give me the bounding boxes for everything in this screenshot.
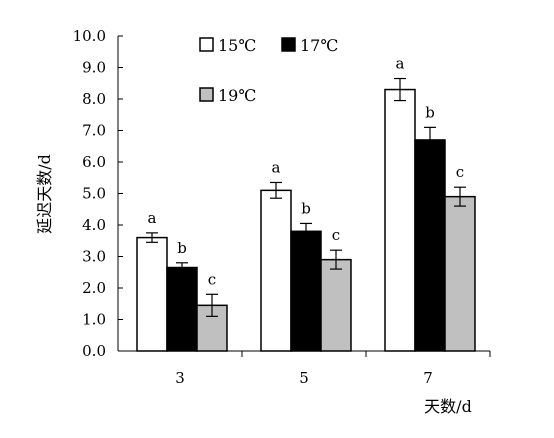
significance-label: b (177, 239, 187, 257)
y-tick-label: 5.0 (82, 185, 106, 203)
bar-19℃ (444, 195, 476, 352)
legend-label: 15℃ (218, 36, 256, 55)
significance-labels-layer: a a a b b b c c c (148, 55, 465, 289)
bar-15℃ (260, 189, 292, 352)
x-axis-title: 天数/d (424, 397, 472, 416)
legend-swatch (281, 37, 296, 52)
y-tick-label: 1.0 (82, 311, 106, 329)
legend-swatch (199, 37, 214, 52)
y-tick-label: 8.0 (82, 90, 106, 108)
bar-17℃ (414, 139, 446, 352)
legend-label: 17℃ (300, 36, 338, 55)
y-ticks-layer: 0.0 1.0 2.0 3.0 4.0 5.0 6.0 7.0 8.0 9.0 10.0 (73, 27, 123, 360)
legend-swatch (199, 87, 214, 102)
y-axis-title: 延迟天数/d (35, 154, 54, 234)
bar-17℃ (166, 266, 198, 352)
bar-17℃ (290, 230, 322, 352)
bar-15℃ (136, 236, 168, 352)
significance-label: b (301, 199, 311, 217)
bars-layer (136, 88, 476, 352)
significance-label: a (272, 158, 281, 176)
legend-label: 19℃ (218, 86, 256, 105)
significance-label: c (332, 226, 340, 244)
significance-label: a (148, 209, 157, 227)
x-tick-label: 3 (175, 369, 185, 387)
significance-label: c (208, 270, 216, 288)
y-tick-label: 10.0 (73, 27, 106, 45)
error-bars-layer (146, 77, 466, 317)
x-ticks-layer: 3 5 7 (175, 351, 491, 387)
y-tick-label: 3.0 (82, 248, 106, 266)
y-tick-label: 4.0 (82, 216, 106, 234)
y-tick-label: 6.0 (82, 153, 106, 171)
y-tick-label: 7.0 (82, 122, 106, 140)
x-tick-label: 5 (299, 369, 309, 387)
significance-label: c (456, 163, 464, 181)
legend: 15℃ 17℃ 19℃ (199, 36, 338, 105)
significance-label: b (425, 103, 435, 121)
y-tick-label: 0.0 (82, 342, 106, 360)
bar-15℃ (384, 88, 416, 352)
y-tick-label: 2.0 (82, 279, 106, 297)
y-tick-label: 9.0 (82, 59, 106, 77)
bar-19℃ (320, 258, 352, 352)
significance-label: a (396, 55, 405, 73)
x-tick-label: 7 (423, 369, 433, 387)
